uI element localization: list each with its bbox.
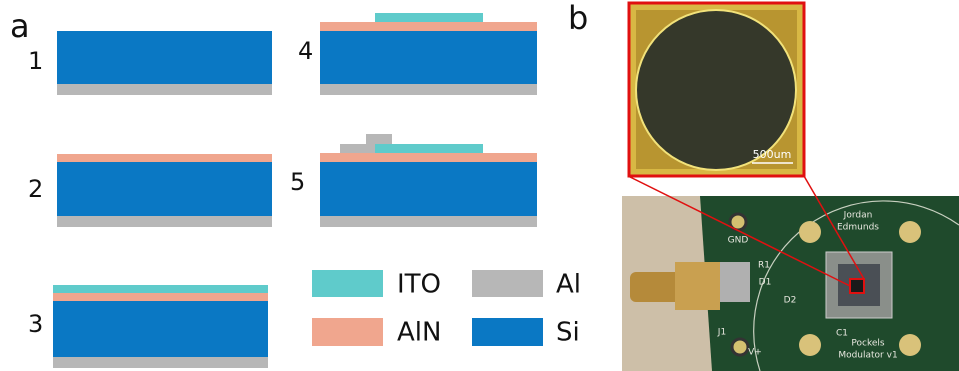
step-label: 4 [298, 37, 313, 65]
legend-label: Al [556, 270, 581, 300]
legend: ITO Al AlN Si [312, 270, 581, 348]
pcb-label: V+ [748, 348, 762, 358]
legend-swatch [312, 318, 383, 346]
layer-stack [320, 13, 537, 95]
layer-stack [320, 134, 537, 227]
pcb-label: Modulator v1 [838, 351, 897, 361]
legend-label: AlN [397, 318, 441, 348]
pcb-label: GND [728, 236, 749, 246]
layer-stack [53, 285, 268, 368]
pcb-label: Jordan [843, 211, 873, 221]
step-label: 5 [290, 168, 305, 196]
scale-bar-label: 500um [753, 148, 792, 161]
panel-label: b [568, 0, 588, 37]
legend-label: Si [556, 318, 580, 348]
pcb-label: D1 [759, 278, 772, 288]
legend-swatch [312, 270, 383, 297]
legend-swatch [472, 270, 543, 297]
legend-label: ITO [397, 270, 441, 300]
pcb-label: D2 [784, 296, 797, 306]
step-label: 2 [28, 175, 43, 203]
pcb-label: Edmunds [837, 223, 879, 233]
layer-stack [57, 31, 272, 95]
pcb-label: R1 [758, 261, 770, 271]
figure: a 1 2 3 4 5 ITO Al [0, 0, 959, 371]
pcb-photo: GND Jordan Edmunds R1 D1 D2 J1 V+ C1 Poc… [622, 196, 959, 371]
layer-stack [57, 154, 272, 227]
step-label: 3 [28, 310, 43, 338]
step-label: 1 [28, 47, 43, 75]
pcb-label: Pockels [851, 339, 884, 349]
micrograph-inset: 500um [629, 3, 804, 176]
panel-label: a [10, 7, 30, 45]
pcb-label: C1 [836, 329, 848, 339]
pcb-label: J1 [717, 328, 726, 338]
legend-swatch [472, 318, 543, 346]
